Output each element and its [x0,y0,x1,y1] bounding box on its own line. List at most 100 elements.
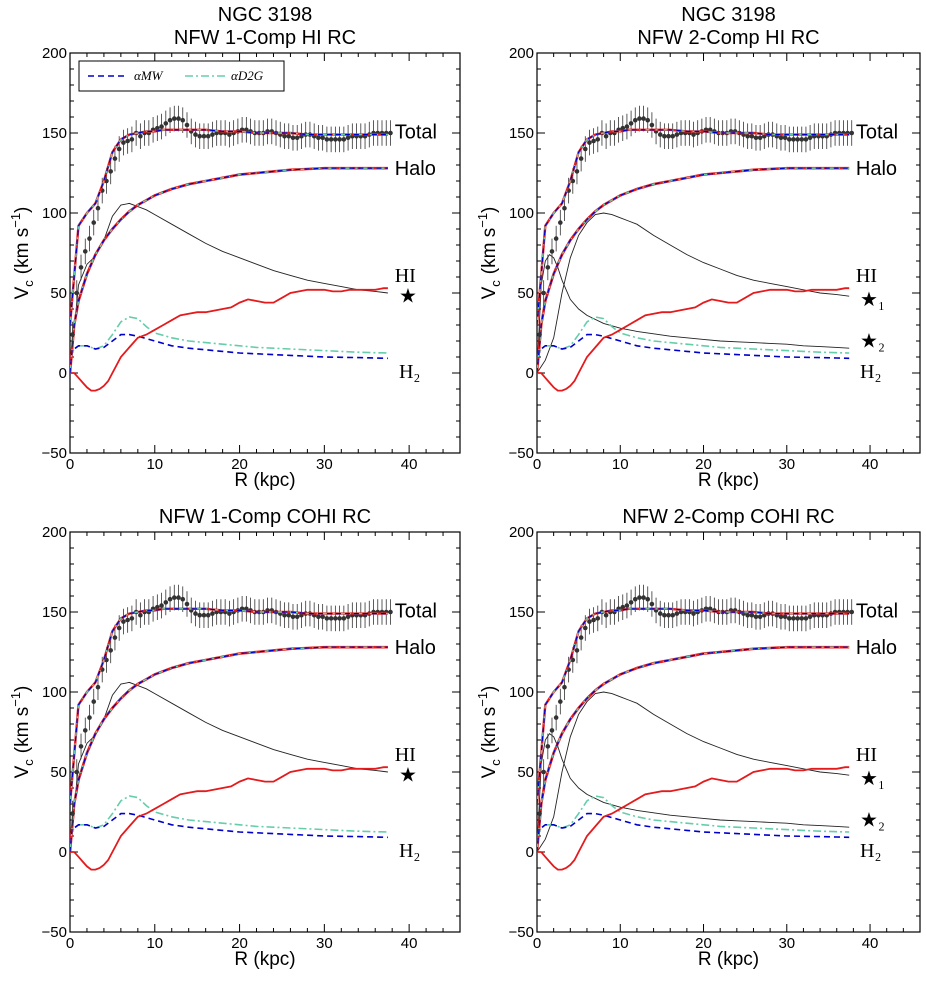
data-point [795,137,800,142]
y-tick-label: 200 [509,45,534,62]
data-point [778,614,784,620]
data-point [74,769,80,775]
total-mw-curve [70,608,388,805]
data-point [341,137,347,142]
hi-label: HI [856,744,877,766]
hi-curve [70,287,388,392]
data-point [184,601,190,607]
star2-label: ★₂ [860,330,885,352]
y-tick-label: 150 [42,125,67,142]
data-point [782,135,788,141]
panel-title: NGC 3198 [681,4,776,26]
data-point [121,140,126,145]
data-point [91,220,97,225]
data-point [749,612,755,618]
x-tick-label: 30 [778,935,795,952]
h2-label: H₂ [860,361,881,383]
data-point [632,596,638,602]
legend: αMW αD2G [78,60,285,92]
data-point [782,614,788,620]
hi-label: HI [856,265,877,287]
x-tick-label: 40 [401,456,418,473]
x-tick-label: 40 [862,456,879,473]
data-point [112,635,118,640]
panel-title: NGC 3198 [218,4,313,26]
plot-frame [536,531,921,933]
hi-curve [537,766,850,871]
data-point [603,612,609,618]
data-point [70,811,75,816]
y-axis-label-units: (km s [479,228,500,274]
total-label: Total [856,121,898,143]
y-tick-label: 100 [42,684,67,701]
x-tick-label: 0 [66,935,74,952]
data-point [294,135,300,141]
x-tick-label: 20 [695,935,712,952]
halo-mw-curve [70,167,388,374]
y-axis-label-main: V [479,286,500,299]
data-point [537,811,542,816]
data-point [159,603,164,608]
h2-label: H₂ [860,840,881,862]
panel-title: NFW 1-Comp COHI RC [159,506,371,528]
y-axis-label-main: V [12,286,33,299]
y-axis-label-close: ) [12,686,33,692]
y-tick-label: 200 [509,524,534,541]
data-point [388,130,393,136]
star-label: ★ [399,286,417,308]
data-point [778,135,784,141]
data-point [205,612,211,618]
data-point [205,133,211,139]
y-tick-label: 50 [517,285,534,302]
data-point [553,715,559,720]
data-point [803,616,809,621]
data-point [674,132,680,137]
data-point [286,612,292,618]
star1-label: ★₁ [860,768,885,790]
y-axis-label-sub: c [21,759,36,766]
halo-d2g-curve [537,167,850,374]
data-point [155,604,160,610]
data-point [180,117,186,123]
x-axis-label: R (kpc) [234,470,295,491]
h2-label: H₂ [399,840,420,862]
data-point [624,603,630,608]
data-point [320,135,325,141]
y-tick-label: 150 [42,604,67,621]
data-point [112,156,118,161]
plot-area [537,584,855,871]
data-point [333,137,338,142]
plot-frame [536,52,921,454]
plot-area [70,584,393,871]
data-point [193,611,198,616]
data-point [184,122,190,128]
halo-label: Halo [395,158,436,180]
y-tick-label: 200 [42,45,67,62]
y-tick-label: 150 [509,604,534,621]
halo-label: Halo [856,158,897,180]
halo-curve [70,645,388,853]
data-point [574,648,580,653]
y-axis-label-main: V [479,765,500,778]
y-tick-label: −50 [509,924,534,941]
data-point [641,116,646,121]
data-point [171,595,177,600]
data-point [333,616,338,621]
data-point [691,132,696,137]
data-point [637,116,642,121]
data-point [337,616,342,621]
data-point [78,744,84,749]
y-axis-label-units: (km s [479,707,500,753]
panel-title: NFW 2-Comp COHI RC [622,506,834,528]
data-point [337,137,342,142]
y-tick-label: 0 [59,365,67,382]
y-axis-label-units: (km s [12,707,33,753]
x-tick-label: 0 [533,456,541,473]
data-point [628,600,634,605]
data-point [70,332,75,337]
data-point [795,616,800,621]
data-point [125,617,130,623]
y-tick-label: 100 [509,205,534,222]
data-point [345,135,351,141]
y-axis-label-exponent: −1 [8,213,23,228]
